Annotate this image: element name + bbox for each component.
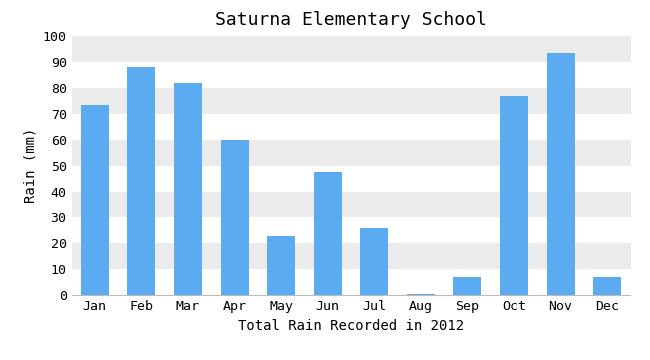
Bar bbox=[127, 67, 155, 295]
Bar bbox=[72, 62, 630, 88]
Bar bbox=[220, 140, 248, 295]
Bar bbox=[547, 53, 575, 295]
Bar bbox=[72, 192, 630, 217]
Bar bbox=[81, 105, 109, 295]
Bar bbox=[72, 88, 630, 114]
Bar bbox=[500, 96, 528, 295]
Bar bbox=[72, 140, 630, 166]
Bar bbox=[72, 166, 630, 192]
Title: Saturna Elementary School: Saturna Elementary School bbox=[215, 11, 487, 29]
Bar bbox=[454, 277, 482, 295]
Bar bbox=[314, 172, 342, 295]
Bar bbox=[360, 228, 388, 295]
Bar bbox=[407, 294, 435, 295]
Bar bbox=[72, 269, 630, 295]
Bar bbox=[593, 277, 621, 295]
Bar bbox=[174, 83, 202, 295]
Y-axis label: Rain (mm): Rain (mm) bbox=[23, 128, 37, 203]
Bar bbox=[72, 243, 630, 269]
Bar bbox=[72, 114, 630, 140]
Bar bbox=[72, 36, 630, 62]
X-axis label: Total Rain Recorded in 2012: Total Rain Recorded in 2012 bbox=[238, 319, 464, 333]
Bar bbox=[267, 235, 295, 295]
Bar bbox=[72, 217, 630, 243]
